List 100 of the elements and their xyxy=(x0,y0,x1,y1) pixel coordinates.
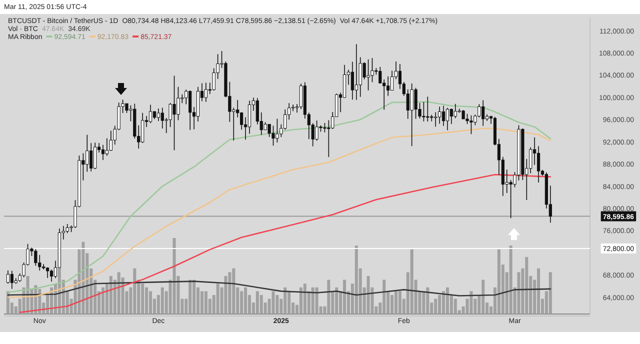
candlestick xyxy=(176,86,180,121)
bar xyxy=(216,284,220,314)
bar xyxy=(446,287,449,314)
candlestick xyxy=(38,254,42,271)
candlestick xyxy=(482,100,485,126)
candlestick xyxy=(450,108,453,124)
bar xyxy=(256,291,259,314)
candlestick xyxy=(148,104,152,124)
bar xyxy=(335,287,338,314)
bar xyxy=(470,291,473,314)
bar xyxy=(299,287,302,314)
bar xyxy=(101,287,104,314)
bar xyxy=(398,291,402,314)
candlestick xyxy=(323,122,326,133)
bar xyxy=(442,291,445,314)
candlestick xyxy=(268,124,271,138)
candlestick xyxy=(350,61,354,100)
bar xyxy=(192,280,196,314)
candlestick xyxy=(109,130,112,152)
bar xyxy=(438,295,442,314)
candlestick xyxy=(248,100,252,134)
candlestick xyxy=(156,108,160,122)
bar xyxy=(172,238,176,314)
candlestick xyxy=(370,58,374,83)
bar xyxy=(272,291,275,314)
candlestick xyxy=(86,134,89,172)
candlestick xyxy=(291,104,295,112)
bar xyxy=(525,257,528,314)
bar xyxy=(426,287,430,314)
bar xyxy=(200,291,204,314)
candlestick xyxy=(188,90,192,130)
bar xyxy=(284,287,287,314)
candlestick xyxy=(438,106,442,124)
bar xyxy=(382,280,386,314)
candlestick xyxy=(422,101,426,122)
bar xyxy=(394,291,398,314)
candlestick xyxy=(204,82,208,102)
bar xyxy=(315,287,318,314)
candlestick xyxy=(536,146,540,183)
candlestick xyxy=(386,76,390,96)
bar xyxy=(303,284,306,314)
bar xyxy=(276,295,279,314)
candlestick xyxy=(105,138,108,156)
candlestick xyxy=(101,144,105,160)
candlestick xyxy=(454,104,457,119)
bar xyxy=(145,287,148,314)
candlestick xyxy=(366,58,370,91)
candlestick xyxy=(272,125,275,146)
candlestick xyxy=(414,87,418,120)
bar xyxy=(288,291,291,314)
bar xyxy=(244,287,248,314)
candlestick xyxy=(212,68,216,91)
bar xyxy=(422,291,426,314)
bar xyxy=(141,284,144,314)
bar xyxy=(354,246,358,314)
candlestick xyxy=(284,109,287,130)
bar xyxy=(454,298,457,314)
bar xyxy=(311,287,314,314)
bar xyxy=(149,291,152,314)
candlestick xyxy=(442,105,446,126)
candlestick xyxy=(354,44,358,100)
bar xyxy=(204,291,208,314)
bar xyxy=(228,272,232,314)
candlestick xyxy=(470,115,473,135)
candlestick xyxy=(430,114,434,122)
bar xyxy=(224,276,228,314)
candlestick xyxy=(462,110,465,120)
bar xyxy=(343,280,346,314)
bar xyxy=(109,276,112,314)
candlestick xyxy=(34,248,38,266)
bar xyxy=(366,276,370,314)
candlestick xyxy=(276,118,279,143)
candlestick xyxy=(168,102,172,128)
bar xyxy=(390,295,394,314)
candlestick xyxy=(529,146,532,174)
candlestick xyxy=(466,113,469,124)
candlestick xyxy=(390,70,394,91)
candlestick xyxy=(42,264,46,270)
candlestick xyxy=(434,112,438,127)
bar xyxy=(188,280,192,314)
candlestick xyxy=(50,269,54,282)
candlestick xyxy=(6,270,10,284)
candlestick xyxy=(342,64,346,98)
candlestick xyxy=(172,75,176,151)
candlestick xyxy=(160,107,164,129)
candlestick xyxy=(446,107,450,131)
bar xyxy=(133,268,136,314)
bar xyxy=(482,280,485,314)
candlestick xyxy=(240,112,244,130)
candlestick xyxy=(125,103,128,114)
bar xyxy=(497,249,500,314)
bar xyxy=(260,295,263,314)
candlestick xyxy=(94,142,97,170)
bar xyxy=(548,272,552,314)
bar xyxy=(434,298,438,314)
bar xyxy=(160,287,164,314)
candlestick xyxy=(90,142,93,172)
bar xyxy=(517,272,520,314)
candlestick xyxy=(141,112,144,144)
candlestick xyxy=(426,96,430,122)
